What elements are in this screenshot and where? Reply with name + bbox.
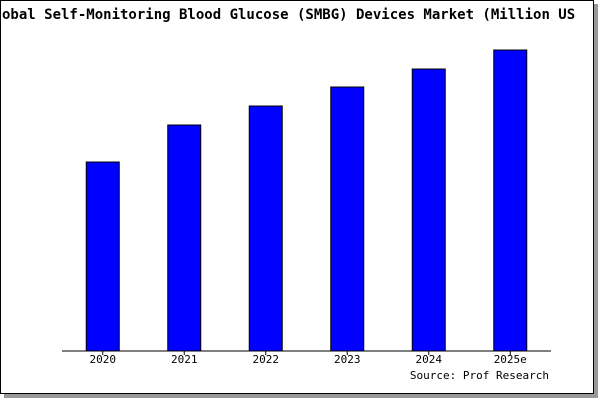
chart-title: obal Self-Monitoring Blood Glucose (SMBG… bbox=[2, 7, 575, 23]
bar bbox=[85, 161, 120, 352]
x-tick-label: 2025e bbox=[494, 353, 527, 366]
x-tick-label: 2020 bbox=[90, 353, 117, 366]
x-tick-label: 2021 bbox=[171, 353, 198, 366]
source-note: Source: Prof Research bbox=[410, 369, 549, 382]
x-tick-label: 2023 bbox=[334, 353, 361, 366]
x-tick-label: 2024 bbox=[416, 353, 443, 366]
bar bbox=[330, 86, 365, 352]
plot-area bbox=[62, 48, 551, 351]
bar bbox=[411, 68, 446, 352]
bar bbox=[493, 49, 528, 352]
content: obal Self-Monitoring Blood Glucose (SMBG… bbox=[2, 7, 575, 382]
bar bbox=[167, 124, 202, 352]
x-tick-label: 2022 bbox=[253, 353, 280, 366]
bar bbox=[248, 105, 283, 352]
